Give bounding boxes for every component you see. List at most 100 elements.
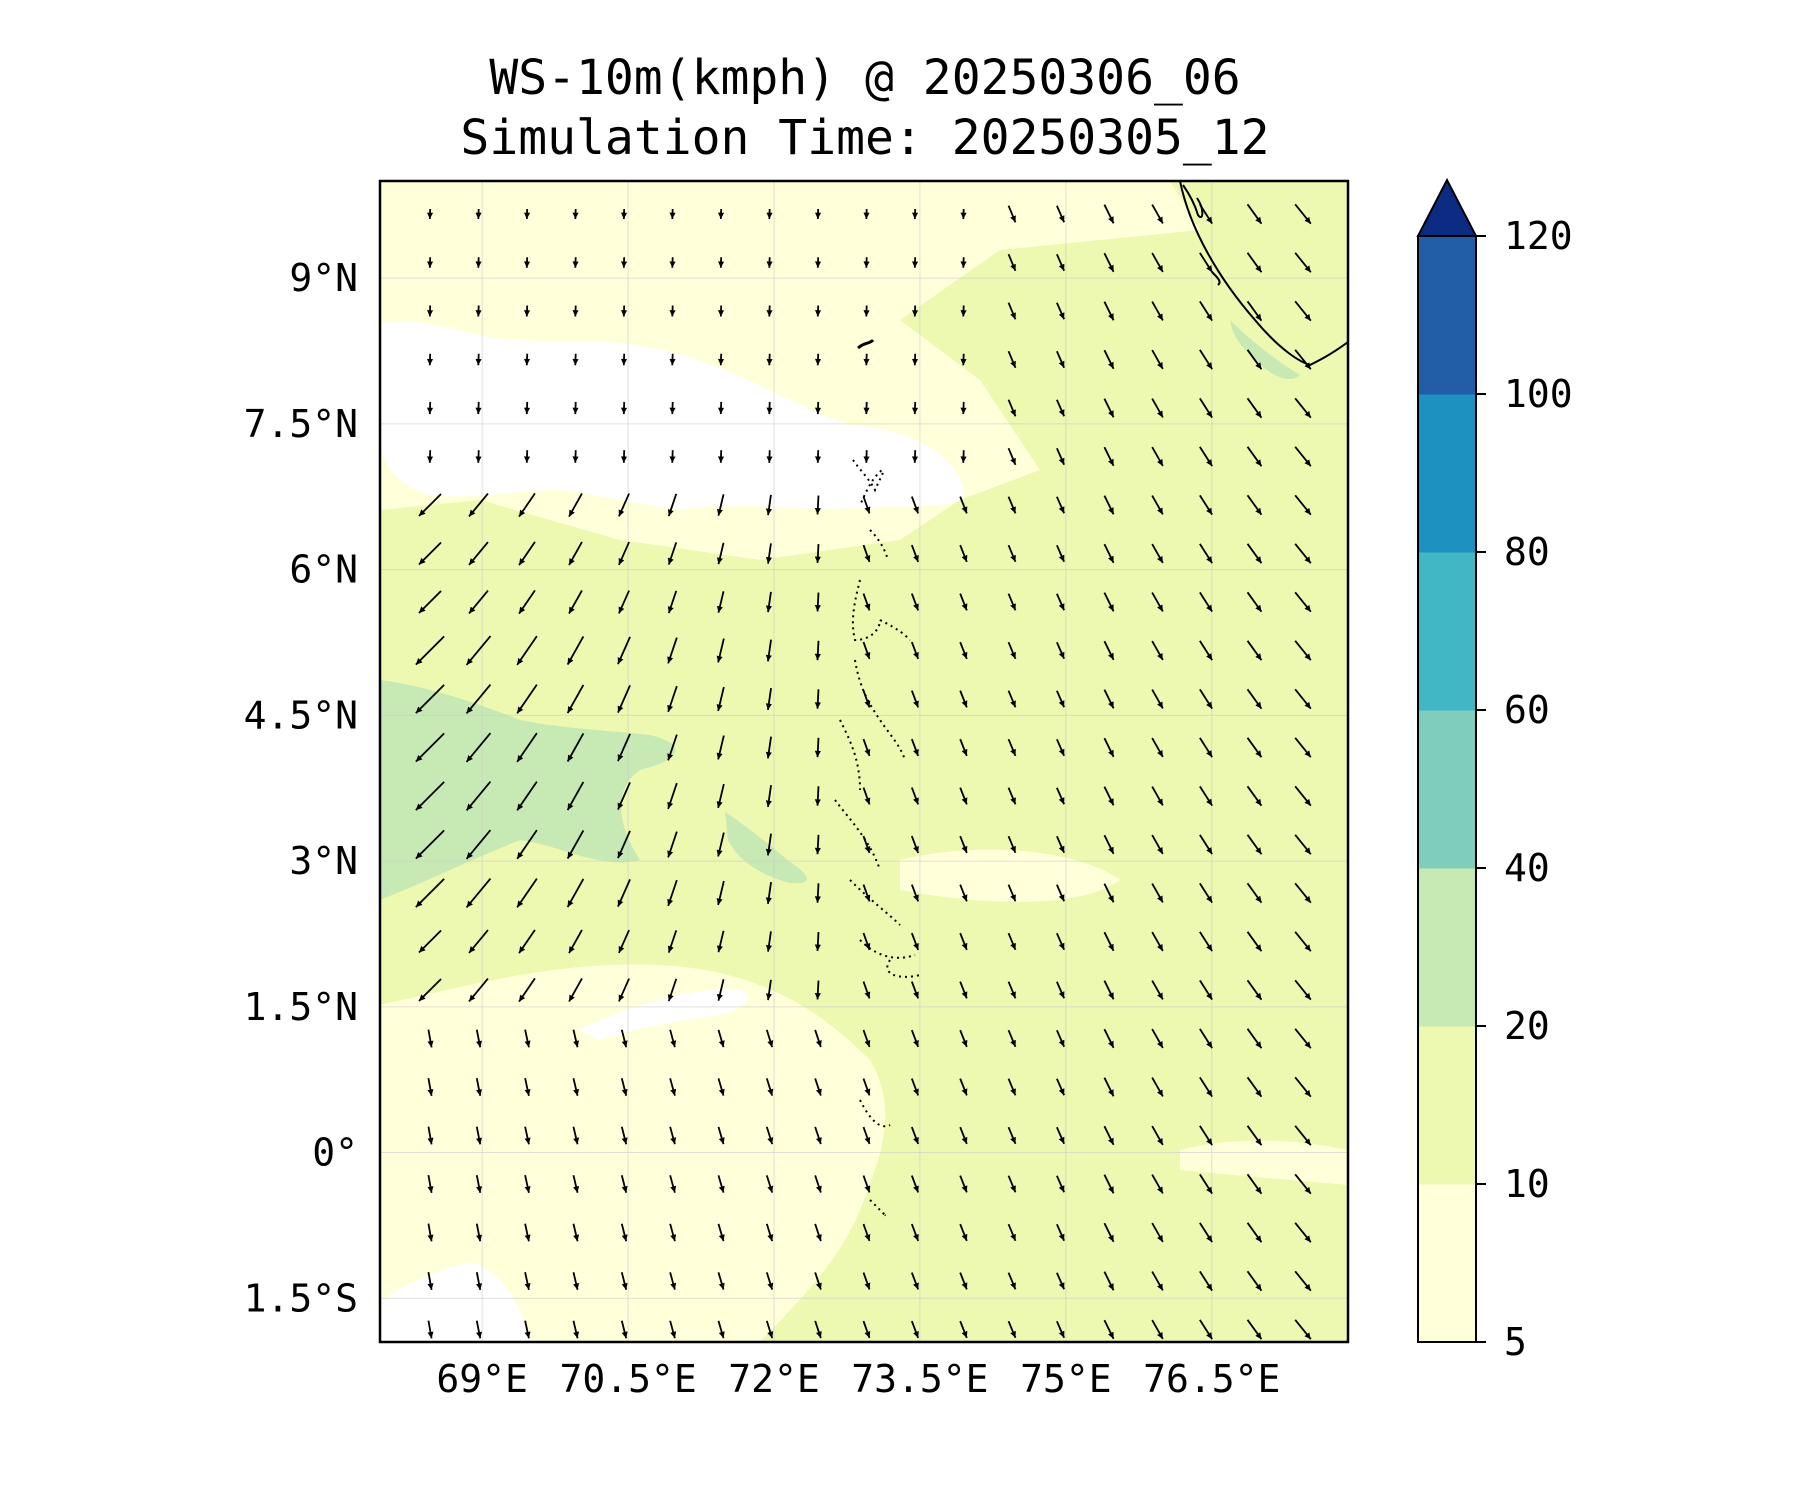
wind-arrow-head <box>670 1185 677 1193</box>
wind-arrow <box>415 878 445 908</box>
wind-arrow-head <box>1255 1332 1262 1340</box>
wind-arrow-head <box>1255 265 1262 273</box>
wind-arrow-head <box>620 261 628 268</box>
wind-arrow-head <box>620 407 628 415</box>
wind-arrow-head <box>1108 313 1114 321</box>
wind-arrow-head <box>667 850 674 858</box>
wind-arrow-head <box>961 1330 968 1338</box>
wind-arrow-head <box>1058 506 1065 514</box>
wind-arrow-head <box>670 1234 677 1242</box>
wind-arrow-head <box>1206 701 1213 709</box>
wind-arrow-head <box>573 1040 580 1048</box>
wind-arrow-head <box>567 851 574 859</box>
wind-arrow-head <box>1010 263 1016 271</box>
wind-arrow-head <box>617 851 624 859</box>
wind-arrow-head <box>567 657 574 665</box>
wind-arrow-head <box>466 658 473 665</box>
wind-arrow-head <box>1255 798 1262 806</box>
wind-arrow-head <box>1206 362 1213 370</box>
wind-arrow-head <box>517 754 524 762</box>
wind-arrow-head <box>1255 362 1262 370</box>
title-line-2: Simulation Time: 20250305_12 <box>460 110 1270 166</box>
wind-arrow-head <box>864 1185 871 1193</box>
wind-arrow-head <box>1058 894 1065 902</box>
wind-arrow-head <box>1058 263 1065 271</box>
wind-arrow-head <box>618 557 625 565</box>
wind-arrow <box>415 781 445 811</box>
wind-arrow-head <box>567 900 574 908</box>
wind-arrow-head <box>667 606 674 614</box>
wind-arrow-head <box>815 1137 822 1145</box>
wind-arrow-head <box>427 212 434 219</box>
wind-arrow-head <box>913 1136 919 1144</box>
wind-arrow-head <box>717 407 725 415</box>
wind-arrow-head <box>716 945 723 953</box>
wind-arrow-head <box>1206 216 1213 224</box>
wind-arrow-head <box>669 358 676 366</box>
wind-arrow-head <box>1157 847 1163 854</box>
contour-5-10-center-east <box>900 849 1120 902</box>
wind-arrow-head <box>1108 555 1114 563</box>
wind-arrow-head <box>911 358 919 366</box>
wind-arrow-head <box>716 752 723 760</box>
wind-arrow-head <box>670 1137 677 1145</box>
wind-arrow-head <box>669 212 676 219</box>
wind-arrow-head <box>718 212 725 219</box>
wind-arrow-head <box>960 261 967 268</box>
wind-arrow-head <box>415 900 423 908</box>
wind-arrow-head <box>1304 750 1311 758</box>
wind-arrow-head <box>476 1186 483 1193</box>
wind-arrow-head <box>469 558 476 565</box>
lon-tick-label: 75°E <box>1020 1357 1112 1401</box>
wind-arrow-head <box>667 801 674 809</box>
wind-arrow-head <box>427 1283 434 1290</box>
wind-arrow-head <box>863 407 870 415</box>
wind-arrow-head <box>863 261 870 268</box>
wind-arrow-head <box>1206 507 1213 515</box>
wind-arrow-head <box>913 1330 919 1338</box>
wind-arrow-head <box>913 1185 919 1193</box>
wind-arrow-head <box>864 894 871 902</box>
wind-arrow-head <box>1108 701 1114 709</box>
wind-arrow-head <box>426 261 434 268</box>
wind-arrow-head <box>524 212 531 219</box>
wind-arrow-head <box>765 556 772 564</box>
wind-arrow-head <box>814 261 822 268</box>
wind-arrow-head <box>476 1234 483 1242</box>
wind-arrow-head <box>418 606 426 614</box>
wind-arrow-head <box>1157 410 1163 418</box>
wind-arrow-head <box>767 1282 774 1290</box>
wind-arrow-head <box>1157 1235 1163 1242</box>
wind-arrow-head <box>1058 1039 1065 1047</box>
wind-arrow-head <box>620 456 628 463</box>
wind-arrow-head <box>469 509 476 517</box>
wind-arrow-head <box>717 358 725 366</box>
wind-arrow-head <box>1010 1088 1016 1096</box>
colorbar-band <box>1418 394 1476 553</box>
wind-arrow-head <box>475 310 482 317</box>
wind-arrow-head <box>667 704 674 712</box>
wind-arrow-head <box>523 456 531 463</box>
wind-arrow-head <box>1206 750 1213 758</box>
wind-arrow-head <box>476 1331 483 1339</box>
wind-arrow-head <box>1206 1235 1213 1243</box>
wind-arrow-head <box>1255 604 1262 612</box>
wind-arrow-head <box>814 750 821 758</box>
wind-arrow-head <box>1255 216 1262 224</box>
wind-arrow-head <box>716 508 723 516</box>
wind-arrow-head <box>766 261 773 268</box>
wind-arrow-head <box>766 456 773 463</box>
wind-arrow-head <box>1304 410 1311 418</box>
wind-arrow-head <box>1058 700 1065 708</box>
wind-arrow-head <box>913 603 919 611</box>
wind-arrow-head <box>1108 458 1114 466</box>
wind-arrow-head <box>427 1186 434 1193</box>
wind-arrow-head <box>961 991 968 999</box>
wind-arrow-head <box>913 506 919 514</box>
wind-arrow-head <box>669 407 676 415</box>
wind-arrow-head <box>961 651 968 659</box>
wind-arrow-head <box>765 944 772 952</box>
wind-arrow-head <box>766 212 773 219</box>
wind-arrow-head <box>911 261 919 268</box>
